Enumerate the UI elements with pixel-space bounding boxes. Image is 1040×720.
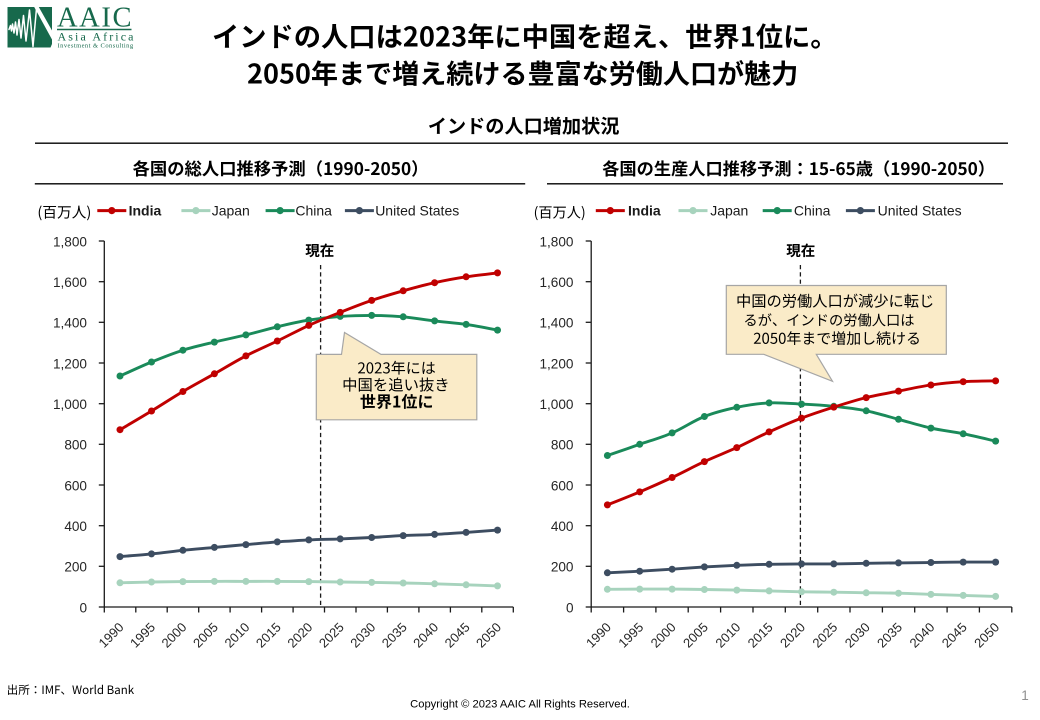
svg-text:200: 200 xyxy=(64,560,87,575)
svg-text:Japan: Japan xyxy=(212,203,250,219)
svg-text:China: China xyxy=(295,203,332,219)
svg-text:1,200: 1,200 xyxy=(539,356,573,371)
svg-text:India: India xyxy=(628,203,661,219)
svg-text:United States: United States xyxy=(375,203,459,219)
svg-text:1,200: 1,200 xyxy=(53,356,87,371)
svg-text:China: China xyxy=(794,203,831,219)
svg-text:1: 1 xyxy=(1021,688,1029,703)
svg-text:0: 0 xyxy=(566,600,574,615)
svg-text:600: 600 xyxy=(64,478,87,493)
svg-text:Copyright © 2023 AAIC All Righ: Copyright © 2023 AAIC All Rights Reserve… xyxy=(410,699,630,711)
svg-text:1,000: 1,000 xyxy=(53,397,87,412)
svg-text:India: India xyxy=(129,203,162,219)
svg-text:400: 400 xyxy=(64,519,87,534)
svg-text:1,400: 1,400 xyxy=(53,316,87,331)
svg-text:1,400: 1,400 xyxy=(539,316,573,331)
svg-text:Japan: Japan xyxy=(710,203,748,219)
svg-text:1,000: 1,000 xyxy=(539,397,573,412)
svg-text:400: 400 xyxy=(551,519,574,534)
svg-text:800: 800 xyxy=(551,438,574,453)
svg-text:200: 200 xyxy=(551,560,574,575)
svg-text:1,800: 1,800 xyxy=(539,234,573,249)
svg-text:Investment & Consulting: Investment & Consulting xyxy=(58,43,134,50)
svg-text:800: 800 xyxy=(64,438,87,453)
svg-text:1,600: 1,600 xyxy=(539,275,573,290)
svg-text:0: 0 xyxy=(79,600,87,615)
svg-text:1,600: 1,600 xyxy=(53,275,87,290)
svg-text:600: 600 xyxy=(551,478,574,493)
svg-text:AAIC: AAIC xyxy=(57,3,133,34)
svg-text:Asia Africa: Asia Africa xyxy=(58,29,136,43)
svg-text:United States: United States xyxy=(878,203,962,219)
svg-text:1,800: 1,800 xyxy=(53,234,87,249)
